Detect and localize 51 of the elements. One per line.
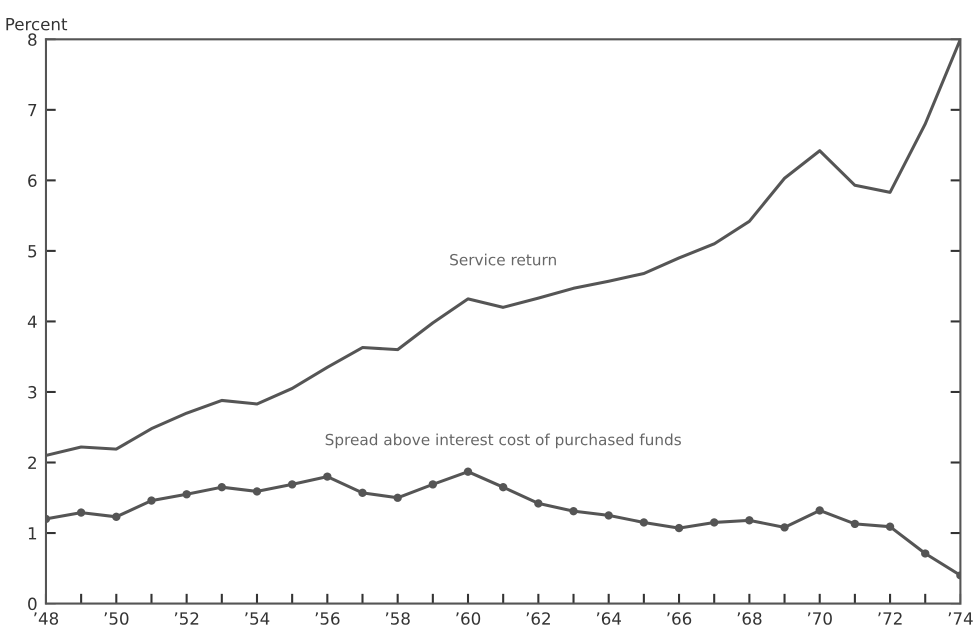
x-tick-label: ’62 [526, 612, 550, 625]
point [534, 499, 543, 508]
x-tick-label: ’74 [948, 612, 973, 625]
series-label: Spread above interest cost of purchased funds [326, 434, 681, 448]
x-tick-label: ’54 [245, 612, 270, 625]
x-tick-label: ’72 [878, 612, 902, 625]
point [850, 520, 860, 528]
y-tick-label: 3 [28, 386, 36, 399]
y-tick-label: 2 [28, 456, 36, 469]
x-tick-label: ’56 [316, 612, 340, 625]
point [780, 523, 789, 532]
x-tick-label: ’64 [596, 612, 622, 625]
series-label: Service return [450, 254, 556, 266]
point [288, 480, 296, 489]
point [76, 508, 86, 517]
y-tick-label: 5 [28, 245, 36, 258]
point [218, 483, 226, 492]
point [394, 494, 402, 502]
y-axis-title: Percent [6, 18, 68, 30]
y-tick-label: 8 [28, 33, 36, 46]
x-tick-label: ’50 [104, 612, 128, 625]
point [674, 524, 684, 532]
point [640, 518, 648, 527]
point [112, 512, 120, 521]
point [147, 496, 156, 505]
point [464, 468, 472, 476]
point [604, 511, 613, 520]
y-tick-label: 0 [28, 598, 37, 610]
point [816, 506, 824, 515]
x-tick-label: ’70 [808, 612, 832, 625]
point [569, 507, 578, 516]
x-tick-label: ’48 [34, 612, 58, 625]
x-tick-label: ’68 [738, 612, 762, 625]
point [182, 490, 191, 498]
point [921, 549, 930, 558]
y-tick-label: 7 [28, 104, 36, 116]
point [710, 518, 718, 527]
y-tick-label: 6 [28, 174, 37, 187]
x-tick-label: ’58 [386, 612, 410, 625]
point [428, 480, 438, 489]
point [252, 487, 262, 496]
point [323, 472, 332, 481]
point [499, 483, 508, 492]
point [745, 516, 754, 525]
x-tick-label: ’60 [456, 612, 480, 625]
y-tick-label: 1 [28, 527, 36, 540]
x-tick-label: ’66 [667, 612, 692, 625]
x-tick-label: ’52 [174, 612, 198, 625]
y-tick-label: 4 [28, 316, 37, 328]
point [886, 522, 894, 531]
point [358, 488, 367, 497]
